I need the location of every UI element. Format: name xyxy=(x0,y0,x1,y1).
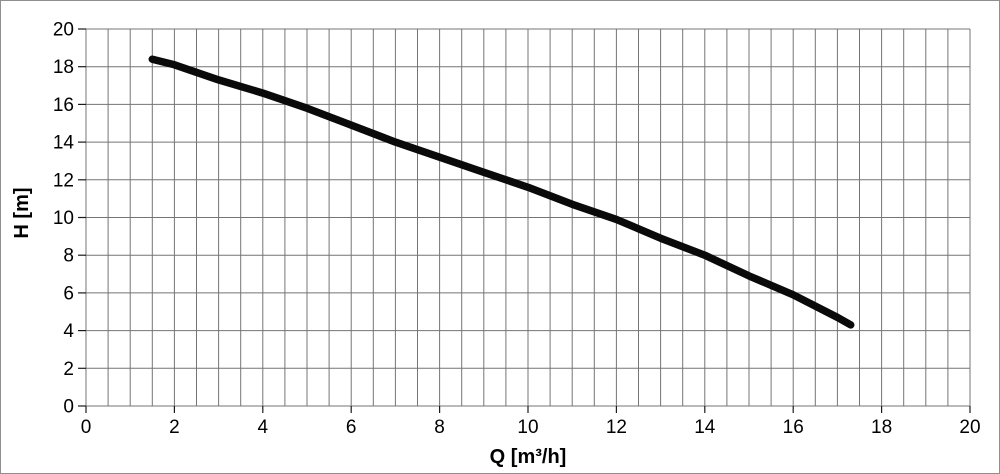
y-tick-label: 0 xyxy=(63,397,74,418)
y-tick-label: 20 xyxy=(53,20,74,41)
x-tick-label: 10 xyxy=(517,417,538,438)
grid-lines xyxy=(85,28,971,407)
x-tick-label: 0 xyxy=(81,417,92,438)
y-tick-labels: 0 2 4 6 8 10 12 14 16 18 20 xyxy=(53,20,75,418)
y-tick-label: 8 xyxy=(63,246,74,267)
y-tick-label: 6 xyxy=(63,283,74,304)
y-tick-label: 4 xyxy=(63,321,74,342)
x-tick-label: 4 xyxy=(258,417,269,438)
y-tick-label: 18 xyxy=(53,57,74,78)
axis-ticks xyxy=(78,28,971,413)
y-axis-label: H [m] xyxy=(11,187,33,238)
y-tick-label: 2 xyxy=(63,359,74,380)
x-tick-label: 20 xyxy=(959,417,980,438)
y-tick-label: 16 xyxy=(53,95,74,116)
x-tick-label: 16 xyxy=(783,417,804,438)
x-tick-label: 14 xyxy=(694,417,716,438)
pump-head-curve xyxy=(148,55,855,329)
x-tick-label: 12 xyxy=(606,417,627,438)
x-tick-label: 6 xyxy=(346,417,357,438)
x-tick-label: 8 xyxy=(434,417,445,438)
x-axis-label: Q [m³/h] xyxy=(490,446,567,468)
x-tick-labels: 0 2 4 6 8 10 12 14 16 18 20 xyxy=(81,417,981,438)
y-tick-label: 14 xyxy=(53,133,75,154)
y-tick-label: 10 xyxy=(53,208,74,229)
y-tick-label: 12 xyxy=(53,170,74,191)
x-tick-label: 2 xyxy=(169,417,180,438)
data-series xyxy=(148,55,855,329)
x-tick-label: 18 xyxy=(871,417,892,438)
